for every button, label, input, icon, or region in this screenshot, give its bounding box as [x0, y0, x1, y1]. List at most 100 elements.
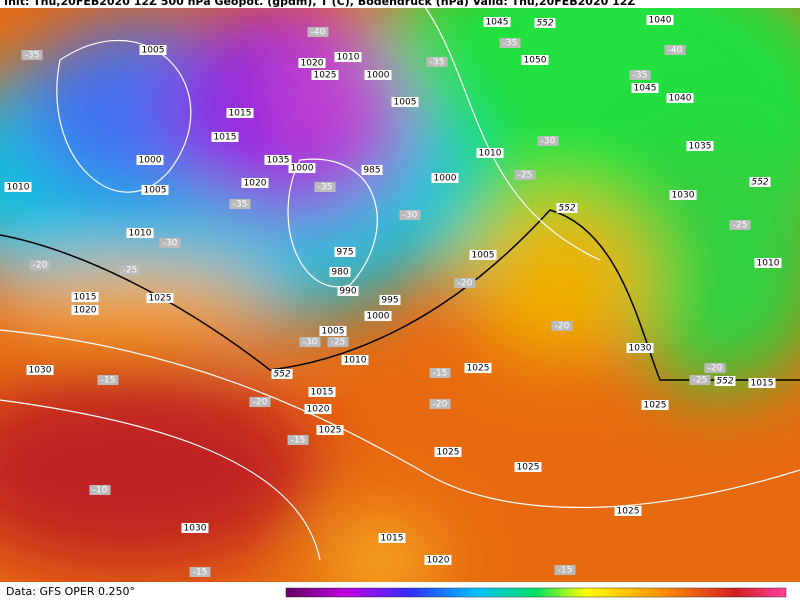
isobar-label: 1020 — [244, 179, 267, 189]
temperature-label-box — [537, 136, 559, 146]
temperature-label: -25 — [693, 376, 708, 386]
temperature-label: -15 — [193, 568, 208, 578]
isobar-label: 1010 — [129, 229, 152, 239]
header: Init: Thu,20FEB2020 12Z 500 hPa Geopot. … — [4, 0, 635, 8]
temperature-label: -30 — [163, 239, 178, 249]
isobar-label-box — [319, 326, 347, 336]
isobar-label-box — [71, 305, 99, 315]
isobar-label-box — [311, 70, 339, 80]
isobar-label: 1030 — [672, 191, 695, 201]
temperature-label: -20 — [458, 279, 473, 289]
temperature-label-box — [89, 485, 111, 495]
isobar-label-box — [141, 185, 169, 195]
temperature-label-box — [429, 399, 451, 409]
temperature-label-box — [249, 397, 271, 407]
isobar-label: 1045 — [634, 84, 657, 94]
isobar-label-box — [4, 182, 32, 192]
isobar-label-box — [316, 425, 344, 435]
temperature-label-box — [551, 321, 573, 331]
isobar-label-box — [391, 97, 419, 107]
isobar-label: 1035 — [267, 156, 290, 166]
isobar-label: 1000 — [434, 174, 457, 184]
isobar-label-box — [521, 55, 549, 65]
isobar-label-box — [139, 45, 167, 55]
isobar-label-box — [631, 83, 659, 93]
isobar-label: 1025 — [149, 294, 172, 304]
isobar-label-box — [424, 555, 452, 565]
map-labels: 1005 1020 1025 1010 1000 1005 1015 1015 1000 1035… — [4, 15, 782, 578]
isobar-label: 1025 — [314, 71, 337, 81]
isobar-label: 1040 — [669, 94, 692, 104]
isobar-label-box — [669, 190, 697, 200]
temperature-label-box — [704, 363, 726, 373]
height-label-box — [271, 369, 293, 379]
isobar-label: 1005 — [394, 98, 417, 108]
isobar-label-box — [146, 293, 174, 303]
isobar-label-box — [341, 355, 369, 365]
isobar-label: 1050 — [524, 56, 547, 66]
temperature-label-box — [119, 265, 141, 275]
isobar-label-box — [666, 93, 694, 103]
isobar-label-box — [483, 17, 511, 27]
isobar-label: 1010 — [344, 356, 367, 366]
height-label: 552 — [751, 178, 768, 188]
temperature-label: -20 — [253, 398, 268, 408]
temperature-label: -20 — [33, 261, 48, 271]
isobar-label-box — [431, 173, 459, 183]
isobar-label-box — [71, 292, 99, 302]
temperature-label-box — [689, 375, 711, 385]
temperature-label-box — [299, 337, 321, 347]
isobar-label: 980 — [331, 268, 348, 278]
isobar-label-box — [364, 70, 392, 80]
temperature-label: -20 — [433, 400, 448, 410]
isobar-label: 985 — [363, 166, 380, 176]
temperature-label: -30 — [541, 137, 556, 147]
isobar-label: 1015 — [214, 133, 237, 143]
isobar-label: 1015 — [229, 109, 252, 119]
isobar-label-box — [26, 365, 54, 375]
isobar-label-box — [264, 155, 292, 165]
height-label: 552 — [716, 377, 733, 387]
isobar-label: 1020 — [307, 405, 330, 415]
isobar-label-box — [641, 400, 669, 410]
height-label: 552 — [536, 19, 553, 29]
temperature-label: -25 — [123, 266, 138, 276]
temperature-label: -30 — [403, 211, 418, 221]
isobar-label-box — [379, 295, 401, 305]
isobar-label-box — [241, 178, 269, 188]
isobar-label-box — [748, 378, 776, 388]
temperature-label-box — [554, 565, 576, 575]
temperature-label: -15 — [291, 436, 306, 446]
isobar-label: 1005 — [142, 46, 165, 56]
isobar-label: 1030 — [184, 524, 207, 534]
temperature-label-box — [307, 27, 329, 37]
isobar-label: 1025 — [617, 507, 640, 517]
isobar-label-box — [626, 343, 654, 353]
temperature-label: -20 — [555, 322, 570, 332]
isobar-label-box — [304, 404, 332, 414]
isobar-label-box — [334, 247, 356, 257]
isobar-label-box — [288, 163, 316, 173]
isobar-label: 1030 — [629, 344, 652, 354]
isobar-label-box — [337, 286, 359, 296]
isobar-label-box — [686, 141, 714, 151]
isobar-label: 1020 — [74, 306, 97, 316]
isobar-label: 1010 — [7, 183, 30, 193]
isobar-label: 1040 — [649, 16, 672, 26]
isobar-label-box — [126, 228, 154, 238]
isobar-label: 1045 — [486, 18, 509, 28]
temperature-label: -35 — [430, 58, 445, 68]
isobar-label: 1005 — [322, 327, 345, 337]
isobar-label: 1005 — [472, 251, 495, 261]
header-bar — [0, 0, 800, 8]
temperature-label-box — [189, 567, 211, 577]
temperature-label-box — [454, 278, 476, 288]
isobar-label: 1000 — [367, 312, 390, 322]
isobar-label: 1010 — [757, 259, 780, 269]
height-label-box — [556, 203, 578, 213]
isobar-label-box — [514, 462, 542, 472]
height-label: 552 — [273, 370, 290, 380]
isobar-label-box — [334, 52, 362, 62]
color-scale — [285, 587, 787, 598]
